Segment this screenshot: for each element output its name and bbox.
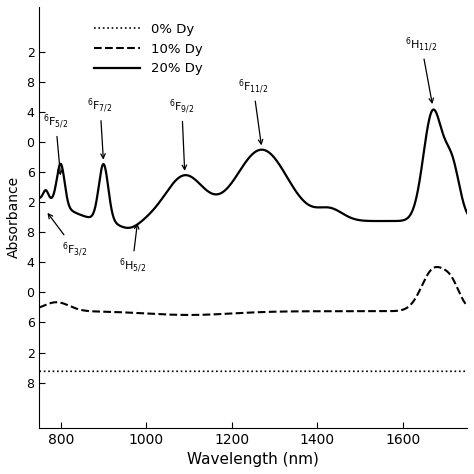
0% Dy: [36, 368, 42, 374]
10% Dy: [410, 300, 416, 305]
Line: 20% Dy: 20% Dy: [39, 109, 467, 228]
Y-axis label: Absorbance: Absorbance: [7, 176, 21, 258]
10% Dy: [186, 312, 192, 318]
20% Dy: [431, 107, 437, 112]
0% Dy: [456, 368, 462, 374]
10% Dy: [219, 311, 225, 317]
0% Dy: [201, 368, 206, 374]
Text: $^6$F$_{3/2}$: $^6$F$_{3/2}$: [48, 214, 87, 258]
20% Dy: [201, 185, 206, 191]
20% Dy: [36, 195, 42, 201]
Text: $^6$F$_{11/2}$: $^6$F$_{11/2}$: [238, 77, 268, 144]
Text: $^6$F$_{7/2}$: $^6$F$_{7/2}$: [87, 96, 113, 158]
Text: $^6$F$_{5/2}$: $^6$F$_{5/2}$: [43, 112, 68, 174]
20% Dy: [110, 215, 116, 220]
Line: 10% Dy: 10% Dy: [39, 267, 467, 315]
10% Dy: [36, 305, 42, 310]
0% Dy: [464, 368, 470, 374]
0% Dy: [85, 368, 91, 374]
Text: $^6$H$_{11/2}$: $^6$H$_{11/2}$: [405, 35, 438, 103]
10% Dy: [434, 264, 440, 270]
20% Dy: [456, 181, 462, 186]
20% Dy: [125, 225, 131, 231]
20% Dy: [464, 210, 470, 216]
X-axis label: Wavelength (nm): Wavelength (nm): [187, 452, 319, 467]
Legend: 0% Dy, 10% Dy, 20% Dy: 0% Dy, 10% Dy, 20% Dy: [89, 18, 208, 81]
10% Dy: [456, 289, 462, 294]
10% Dy: [464, 303, 470, 309]
10% Dy: [201, 312, 206, 318]
Text: $^6$H$_{5/2}$: $^6$H$_{5/2}$: [118, 224, 146, 275]
20% Dy: [85, 214, 91, 220]
Text: $^6$F$_{9/2}$: $^6$F$_{9/2}$: [169, 97, 194, 170]
0% Dy: [219, 368, 225, 374]
0% Dy: [110, 368, 116, 374]
10% Dy: [110, 309, 116, 315]
20% Dy: [410, 207, 416, 213]
10% Dy: [85, 308, 91, 314]
20% Dy: [219, 190, 225, 195]
0% Dy: [410, 368, 415, 374]
